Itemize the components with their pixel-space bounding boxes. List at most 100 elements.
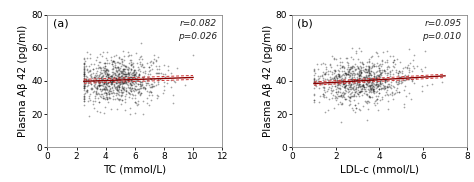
Point [383, 86, 391, 88]
Point [321, 62, 328, 65]
Point [113, 87, 120, 90]
Point [370, 101, 378, 104]
Point [359, 63, 367, 66]
Point [131, 112, 138, 115]
Point [330, 76, 337, 79]
Point [104, 81, 111, 84]
Point [408, 69, 415, 72]
Point [345, 70, 353, 72]
Point [364, 80, 371, 83]
Point [346, 88, 354, 90]
Point [117, 90, 125, 93]
Point [370, 82, 378, 85]
Point [354, 92, 362, 95]
Point [80, 61, 88, 64]
Point [324, 78, 332, 81]
Point [389, 61, 396, 64]
Point [335, 86, 342, 89]
Point [122, 72, 129, 75]
Point [95, 79, 102, 82]
Point [96, 80, 103, 83]
Point [382, 79, 389, 82]
Point [101, 88, 109, 90]
Point [350, 84, 358, 87]
Point [116, 81, 124, 84]
Point [103, 73, 111, 76]
Point [108, 82, 115, 85]
Point [380, 88, 388, 91]
Point [374, 83, 382, 86]
Point [143, 62, 151, 64]
Point [130, 87, 137, 90]
Point [127, 68, 135, 71]
Point [383, 86, 391, 89]
Point [387, 80, 395, 83]
Point [100, 87, 108, 90]
Point [98, 77, 105, 80]
Point [106, 76, 114, 79]
Point [164, 64, 172, 67]
Point [109, 67, 117, 70]
Point [117, 69, 125, 72]
Point [138, 63, 146, 66]
Point [402, 95, 410, 98]
Point [373, 101, 380, 104]
Point [118, 58, 126, 61]
Point [121, 68, 129, 71]
Point [118, 83, 126, 86]
Point [391, 91, 399, 94]
Point [332, 80, 339, 83]
Point [102, 92, 110, 95]
Point [96, 95, 104, 98]
Point [369, 89, 377, 92]
Point [80, 67, 88, 70]
Point [116, 85, 123, 88]
Point [100, 88, 107, 91]
Point [108, 56, 115, 59]
Point [331, 75, 339, 78]
Point [354, 86, 362, 88]
Point [330, 76, 337, 79]
Point [124, 78, 132, 81]
Point [343, 57, 351, 60]
Point [139, 85, 147, 88]
Point [101, 84, 109, 87]
Point [336, 90, 344, 93]
Point [102, 92, 110, 95]
Point [343, 72, 350, 75]
Point [81, 83, 88, 86]
Point [346, 81, 353, 84]
Point [128, 63, 136, 66]
Point [355, 85, 363, 88]
Point [328, 86, 335, 89]
Point [336, 74, 343, 77]
Point [368, 83, 376, 86]
Point [133, 81, 140, 84]
Point [116, 72, 123, 75]
Point [103, 96, 111, 99]
Point [388, 91, 396, 94]
Point [351, 110, 359, 113]
Point [80, 72, 88, 75]
Point [111, 62, 118, 65]
Point [374, 82, 381, 85]
Point [103, 50, 110, 53]
Point [381, 80, 389, 83]
Point [346, 75, 353, 78]
Point [347, 56, 355, 59]
Point [339, 82, 347, 85]
Point [383, 71, 391, 74]
Point [373, 65, 380, 68]
Point [341, 75, 349, 78]
Point [355, 90, 362, 93]
Point [118, 64, 125, 67]
Point [349, 83, 356, 86]
Point [318, 73, 326, 76]
Point [80, 76, 88, 79]
Point [346, 85, 353, 88]
Point [401, 105, 408, 108]
Point [118, 86, 126, 89]
Point [312, 83, 319, 86]
Point [94, 81, 101, 84]
Point [389, 93, 396, 96]
